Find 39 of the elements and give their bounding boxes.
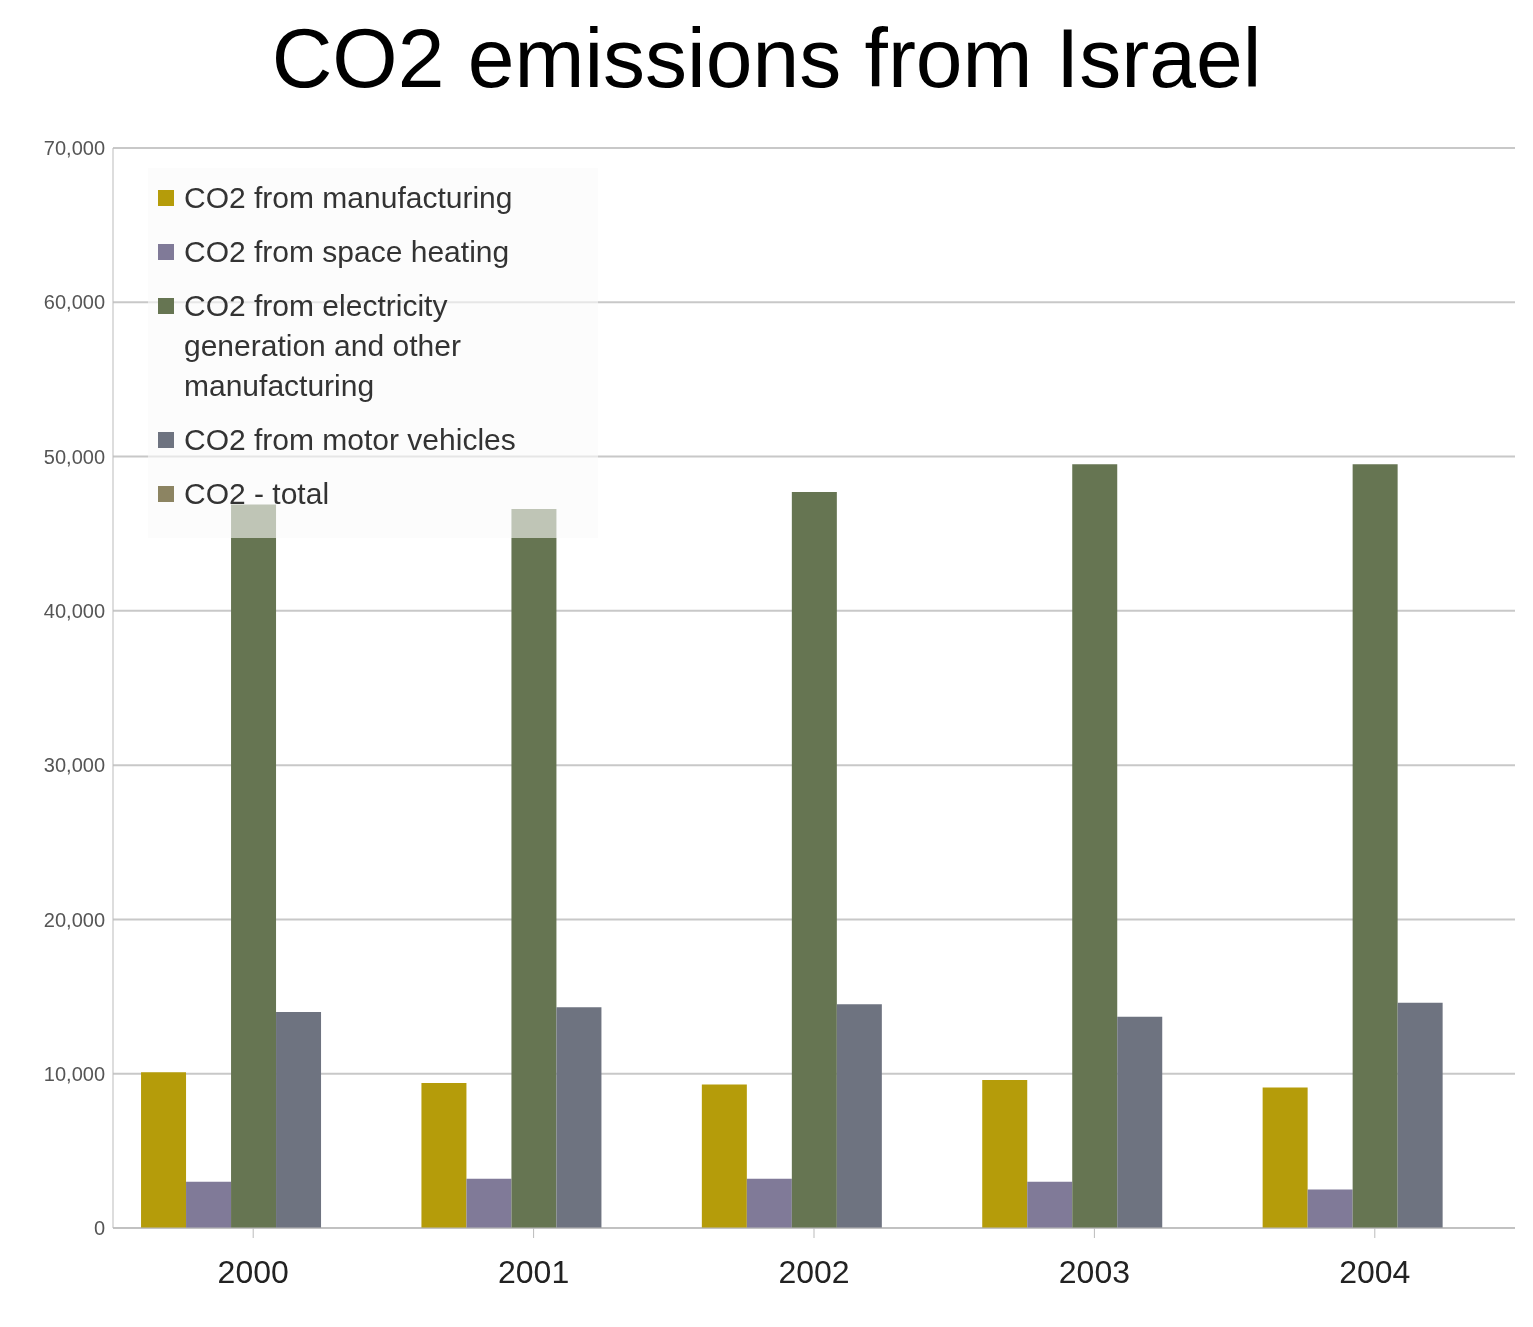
x-tick-label: 2003 bbox=[1058, 1253, 1130, 1290]
bar bbox=[556, 1007, 602, 1228]
bar bbox=[746, 1178, 792, 1228]
bar bbox=[701, 1084, 747, 1228]
x-tick-label: 2000 bbox=[217, 1253, 289, 1290]
bar bbox=[1117, 1016, 1163, 1228]
bar bbox=[276, 1012, 322, 1228]
legend-label: CO2 from electricity generation and other manufacturing bbox=[184, 288, 462, 404]
bar bbox=[1262, 1087, 1308, 1228]
x-tick-label: 2001 bbox=[498, 1253, 570, 1290]
bar bbox=[141, 1072, 187, 1228]
bar bbox=[982, 1079, 1028, 1228]
y-tick-label: 40,000 bbox=[43, 599, 105, 622]
bar bbox=[421, 1082, 467, 1228]
y-tick-label: 20,000 bbox=[43, 908, 105, 931]
bar bbox=[186, 1181, 232, 1228]
y-tick-label: 60,000 bbox=[43, 291, 105, 314]
x-tick-label: 2004 bbox=[1339, 1253, 1411, 1290]
y-tick-label: 50,000 bbox=[43, 445, 105, 468]
legend-label: CO2 from space heating bbox=[184, 234, 511, 270]
bar bbox=[231, 504, 277, 1228]
chart-title: CO2 emissions from Israel bbox=[270, 10, 1263, 107]
bar bbox=[466, 1178, 512, 1228]
y-tick-label: 0 bbox=[93, 1217, 105, 1240]
legend-label: CO2 from manufacturing bbox=[184, 180, 514, 216]
bar bbox=[1352, 464, 1398, 1228]
bar bbox=[1307, 1189, 1353, 1228]
bar bbox=[1072, 464, 1118, 1228]
bar bbox=[1027, 1181, 1073, 1228]
y-tick-label: 10,000 bbox=[43, 1062, 105, 1085]
bar bbox=[836, 1004, 882, 1228]
legend-label: CO2 from motor vehicles bbox=[184, 422, 517, 458]
bar bbox=[791, 492, 837, 1228]
y-tick-label: 70,000 bbox=[43, 137, 105, 160]
x-tick-label: 2002 bbox=[778, 1253, 850, 1290]
legend-label: CO2 - total bbox=[184, 476, 331, 512]
y-tick-label: 30,000 bbox=[43, 754, 105, 777]
bar bbox=[511, 509, 557, 1228]
bar bbox=[1397, 1002, 1443, 1228]
